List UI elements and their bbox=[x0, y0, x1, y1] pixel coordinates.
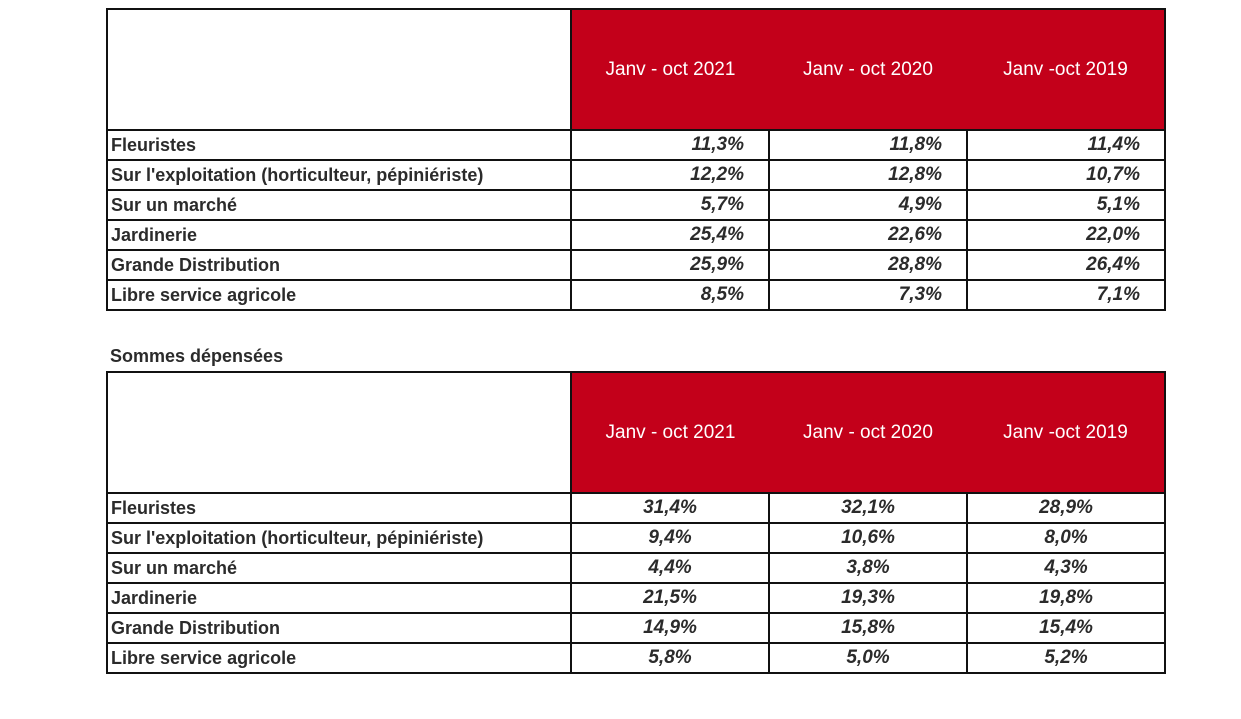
value-cell: 7,3% bbox=[768, 279, 968, 311]
table-row: Sur l'exploitation (horticulteur, pépini… bbox=[106, 522, 1166, 554]
column-header: Janv - oct 2021 bbox=[570, 8, 769, 131]
row-label: Libre service agricole bbox=[106, 642, 572, 674]
value-cell: 32,1% bbox=[768, 492, 968, 524]
value-cell: 5,2% bbox=[966, 642, 1166, 674]
value-cell: 7,1% bbox=[966, 279, 1166, 311]
value-cell: 12,2% bbox=[570, 159, 770, 191]
row-label: Fleuristes bbox=[106, 129, 572, 161]
table-row: Sur un marché 4,4% 3,8% 4,3% bbox=[106, 552, 1166, 584]
value-cell: 21,5% bbox=[570, 582, 770, 614]
row-label: Fleuristes bbox=[106, 492, 572, 524]
value-cell: 19,8% bbox=[966, 582, 1166, 614]
value-cell: 25,4% bbox=[570, 219, 770, 251]
table-row: Sur l'exploitation (horticulteur, pépini… bbox=[106, 159, 1166, 191]
value-cell: 14,9% bbox=[570, 612, 770, 644]
table-row: Grande Distribution 25,9% 28,8% 26,4% bbox=[106, 249, 1166, 281]
value-cell: 25,9% bbox=[570, 249, 770, 281]
table-row: Libre service agricole 8,5% 7,3% 7,1% bbox=[106, 279, 1166, 311]
value-cell: 28,8% bbox=[768, 249, 968, 281]
value-cell: 15,8% bbox=[768, 612, 968, 644]
table-row: Fleuristes 11,3% 11,8% 11,4% bbox=[106, 129, 1166, 161]
value-cell: 9,4% bbox=[570, 522, 770, 554]
column-header: Janv - oct 2020 bbox=[769, 8, 967, 131]
value-cell: 11,3% bbox=[570, 129, 770, 161]
value-cell: 11,4% bbox=[966, 129, 1166, 161]
column-header: Janv -oct 2019 bbox=[967, 8, 1166, 131]
column-header: Janv -oct 2019 bbox=[967, 371, 1166, 494]
value-cell: 4,4% bbox=[570, 552, 770, 584]
column-header: Janv - oct 2021 bbox=[570, 371, 769, 494]
row-label: Grande Distribution bbox=[106, 612, 572, 644]
row-label: Sur l'exploitation (horticulteur, pépini… bbox=[106, 522, 572, 554]
table-row: Libre service agricole 5,8% 5,0% 5,2% bbox=[106, 642, 1166, 674]
table-row: Jardinerie 25,4% 22,6% 22,0% bbox=[106, 219, 1166, 251]
value-cell: 4,3% bbox=[966, 552, 1166, 584]
value-cell: 26,4% bbox=[966, 249, 1166, 281]
row-label: Sur l'exploitation (horticulteur, pépini… bbox=[106, 159, 572, 191]
table-row: Jardinerie 21,5% 19,3% 19,8% bbox=[106, 582, 1166, 614]
value-cell: 22,6% bbox=[768, 219, 968, 251]
value-cell: 22,0% bbox=[966, 219, 1166, 251]
value-cell: 5,7% bbox=[570, 189, 770, 221]
table-caption-sommes: Sommes dépensées bbox=[110, 346, 284, 366]
row-label: Grande Distribution bbox=[106, 249, 572, 281]
row-label: Libre service agricole bbox=[106, 279, 572, 311]
value-cell: 10,6% bbox=[768, 522, 968, 554]
value-cell: 10,7% bbox=[966, 159, 1166, 191]
value-cell: 8,5% bbox=[570, 279, 770, 311]
value-cell: 8,0% bbox=[966, 522, 1166, 554]
value-cell: 5,1% bbox=[966, 189, 1166, 221]
value-cell: 5,0% bbox=[768, 642, 968, 674]
row-label: Jardinerie bbox=[106, 219, 572, 251]
table-row: Grande Distribution 14,9% 15,8% 15,4% bbox=[106, 612, 1166, 644]
value-cell: 31,4% bbox=[570, 492, 770, 524]
table-row: Fleuristes 31,4% 32,1% 28,9% bbox=[106, 492, 1166, 524]
table-sommes-depensees: Janv - oct 2021 Janv - oct 2020 Janv -oct … bbox=[106, 371, 1166, 674]
value-cell: 28,9% bbox=[966, 492, 1166, 524]
row-label: Jardinerie bbox=[106, 582, 572, 614]
header-empty-cell bbox=[106, 371, 572, 494]
value-cell: 12,8% bbox=[768, 159, 968, 191]
value-cell: 3,8% bbox=[768, 552, 968, 584]
value-cell: 5,8% bbox=[570, 642, 770, 674]
header-row: Janv - oct 2021 Janv - oct 2020 Janv -oct … bbox=[106, 371, 1166, 494]
row-label: Sur un marché bbox=[106, 552, 572, 584]
table-row: Sur un marché 5,7% 4,9% 5,1% bbox=[106, 189, 1166, 221]
header-row: Janv - oct 2021 Janv - oct 2020 Janv -oct … bbox=[106, 8, 1166, 131]
row-label: Sur un marché bbox=[106, 189, 572, 221]
value-cell: 15,4% bbox=[966, 612, 1166, 644]
table-frequentation: Janv - oct 2021 Janv - oct 2020 Janv -oct … bbox=[106, 8, 1166, 311]
value-cell: 19,3% bbox=[768, 582, 968, 614]
value-cell: 4,9% bbox=[768, 189, 968, 221]
column-header: Janv - oct 2020 bbox=[769, 371, 967, 494]
header-empty-cell bbox=[106, 8, 572, 131]
value-cell: 11,8% bbox=[768, 129, 968, 161]
